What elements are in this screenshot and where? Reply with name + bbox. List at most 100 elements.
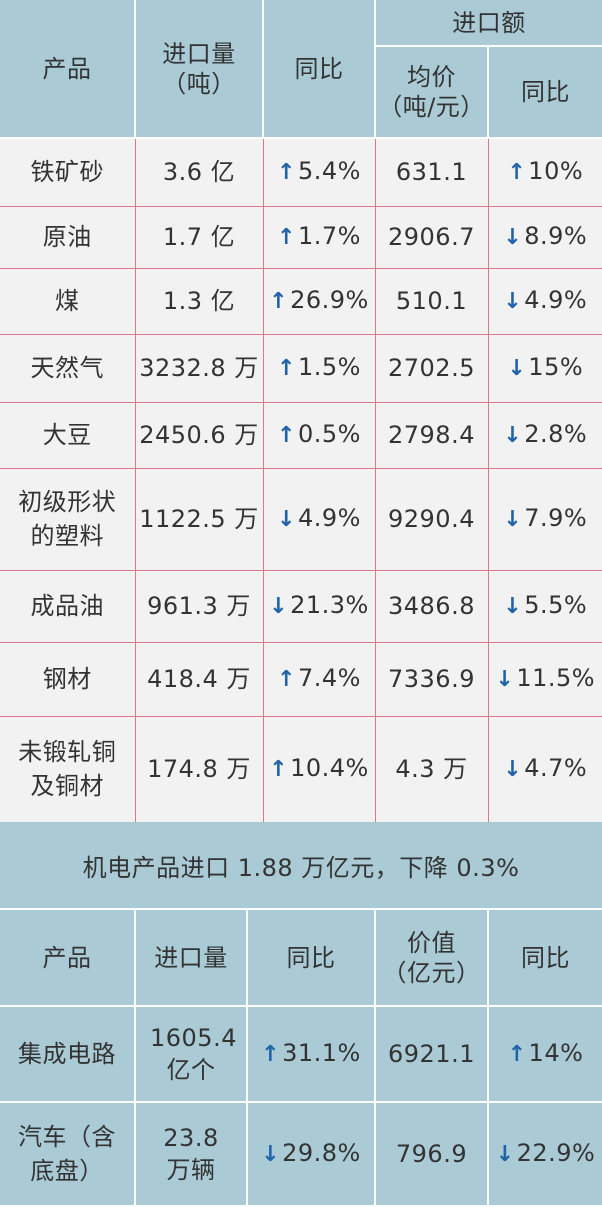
volume-yoy-cell-text: 10.4%: [290, 754, 369, 782]
volume-cell: 961.3 万: [135, 570, 264, 643]
price-yoy-cell: ↓2.8%: [488, 402, 602, 469]
value-cell: 6921.1: [375, 1006, 489, 1103]
product-cell-text: 原油: [42, 223, 92, 251]
volume-cell-text: 3232.8 万: [139, 354, 259, 382]
price-yoy-cell-text: 8.9%: [524, 222, 588, 250]
arrow-down-icon: ↓: [261, 1142, 281, 1167]
price-yoy-cell: ↓11.5%: [488, 642, 602, 717]
avg-price-cell-text: 3486.8: [388, 592, 475, 620]
header-volume: 进口量 （吨）: [135, 0, 264, 139]
avg-price-cell: 2906.7: [375, 206, 489, 269]
product-cell-text: 煤: [55, 287, 80, 315]
header-price-yoy: 同比: [488, 46, 602, 139]
price-yoy-cell-text: 7.9%: [524, 504, 588, 532]
volume-yoy-cell-text: 29.8%: [282, 1139, 361, 1167]
value-yoy-cell-text: 14%: [528, 1039, 584, 1067]
header-volume-yoy: 同比: [263, 0, 376, 139]
product-cell: 天然气: [0, 334, 136, 403]
product-cell: 钢材: [0, 642, 136, 717]
product-cell-text: 铁矿砂: [30, 158, 104, 187]
arrow-down-icon: ↓: [495, 1142, 515, 1167]
electromechanical-banner: 机电产品进口 1.88 万亿元，下降 0.3%: [0, 822, 602, 910]
volume-yoy-cell: ↑31.1%: [247, 1006, 376, 1103]
arrow-down-icon: ↓: [503, 289, 523, 314]
avg-price-cell: 510.1: [375, 268, 489, 335]
volume-yoy-cell-text: 7.4%: [297, 664, 361, 692]
product-cell-text: 集成电路: [18, 1040, 116, 1068]
arrow-up-icon: ↑: [277, 160, 296, 186]
value-cell: 796.9: [375, 1102, 489, 1207]
volume-cell-text: 174.8 万: [147, 755, 251, 783]
header-product: 产品: [0, 0, 136, 139]
arrow-down-icon: ↓: [503, 225, 523, 250]
volume-yoy-cell: ↑0.5%: [263, 402, 376, 469]
price-yoy-cell: ↓15%: [488, 334, 602, 403]
arrow-up-icon: ↑: [277, 225, 296, 250]
volume-yoy-cell-text: 21.3%: [290, 591, 369, 619]
arrow-down-icon: ↓: [503, 594, 523, 619]
volume-cell: 1122.5 万: [135, 468, 264, 571]
table-row: 大豆 2450.6 万 ↑0.5% 2798.4 ↓2.8%: [0, 402, 602, 469]
volume-yoy-cell: ↑10.4%: [263, 716, 376, 823]
value-cell-text: 6921.1: [388, 1040, 475, 1068]
volume-cell: 2450.6 万: [135, 402, 264, 469]
table-row: 集成电路 1605.4 亿个 ↑31.1% 6921.1 ↑14%: [0, 1006, 602, 1103]
volume-cell: 3.6 亿: [135, 138, 264, 207]
avg-price-cell: 3486.8: [375, 570, 489, 643]
product-cell: 原油: [0, 206, 136, 269]
price-yoy-cell: ↓5.5%: [488, 570, 602, 643]
volume-yoy-cell-text: 31.1%: [282, 1039, 361, 1067]
avg-price-cell: 631.1: [375, 138, 489, 207]
product-cell: 汽车（含底盘）: [0, 1102, 136, 1207]
volume-yoy-cell-text: 26.9%: [290, 286, 369, 314]
volume-yoy-cell: ↑26.9%: [263, 268, 376, 335]
avg-price-cell: 2702.5: [375, 334, 489, 403]
volume-cell-text: 1.3 亿: [162, 287, 236, 315]
arrow-up-icon: ↑: [507, 160, 527, 186]
table-row: 未锻轧铜及铜材 174.8 万 ↑10.4% 4.3 万 ↓4.7%: [0, 716, 602, 823]
table-row: 天然气 3232.8 万 ↑1.5% 2702.5 ↓15%: [0, 334, 602, 403]
price-yoy-cell: ↓7.9%: [488, 468, 602, 571]
volume-yoy-cell: ↑1.5%: [263, 334, 376, 403]
product-cell-text: 天然气: [30, 354, 104, 382]
arrow-up-icon: ↑: [269, 289, 289, 314]
value-cell-text: 796.9: [395, 1140, 468, 1168]
table-row: 铁矿砂 3.6 亿 ↑5.4% 631.1 ↑10%: [0, 138, 602, 207]
volume-yoy-cell-text: 1.7%: [297, 222, 361, 250]
header-value: 价值 （亿元）: [375, 910, 489, 1007]
electromechanical-import-table: 产品 进口量 同比 价值 （亿元） 同比 集成电路 1605.4 亿个 ↑31.1%…: [0, 910, 602, 1207]
volume-cell-text: 23.8 万辆: [163, 1124, 219, 1184]
value-yoy-cell: ↑14%: [488, 1006, 602, 1103]
header-volume: 进口量: [135, 910, 248, 1007]
product-cell-text: 成品油: [30, 592, 104, 620]
arrow-down-icon: ↓: [503, 423, 523, 448]
price-yoy-cell-text: 5.5%: [524, 591, 588, 619]
header-product: 产品: [0, 910, 136, 1007]
volume-yoy-cell-text: 0.5%: [297, 420, 361, 448]
bulk-commodity-import-table: 产品 进口量 （吨） 同比 进口额 均价 （吨/元） 同比 铁矿砂 3.6 亿 ↑5…: [0, 0, 602, 823]
volume-cell-text: 1605.4 亿个: [150, 1024, 237, 1084]
volume-cell-text: 3.6 亿: [162, 158, 236, 187]
arrow-up-icon: ↑: [277, 423, 296, 448]
volume-cell: 1.7 亿: [135, 206, 264, 269]
price-yoy-cell-text: 11.5%: [516, 664, 596, 692]
product-cell: 铁矿砂: [0, 138, 136, 207]
volume-yoy-cell-text: 1.5%: [297, 353, 361, 381]
avg-price-cell-text: 4.3 万: [395, 755, 468, 783]
volume-yoy-cell: ↑5.4%: [263, 138, 376, 207]
avg-price-cell: 7336.9: [375, 642, 489, 717]
table-row: 初级形状的塑料 1122.5 万 ↓4.9% 9290.4 ↓7.9%: [0, 468, 602, 571]
volume-cell: 418.4 万: [135, 642, 264, 717]
product-cell-text: 钢材: [42, 665, 92, 693]
arrow-down-icon: ↓: [507, 356, 527, 381]
arrow-down-icon: ↓: [503, 507, 523, 532]
product-cell-text: 初级形状的塑料: [18, 488, 117, 550]
volume-yoy-cell-text: 5.4%: [297, 157, 361, 186]
avg-price-cell-text: 631.1: [395, 158, 468, 187]
volume-cell: 1.3 亿: [135, 268, 264, 335]
avg-price-cell-text: 7336.9: [388, 665, 475, 693]
avg-price-cell-text: 510.1: [395, 287, 468, 315]
avg-price-cell-text: 2798.4: [388, 421, 475, 449]
product-cell: 未锻轧铜及铜材: [0, 716, 136, 823]
product-cell: 集成电路: [0, 1006, 136, 1103]
